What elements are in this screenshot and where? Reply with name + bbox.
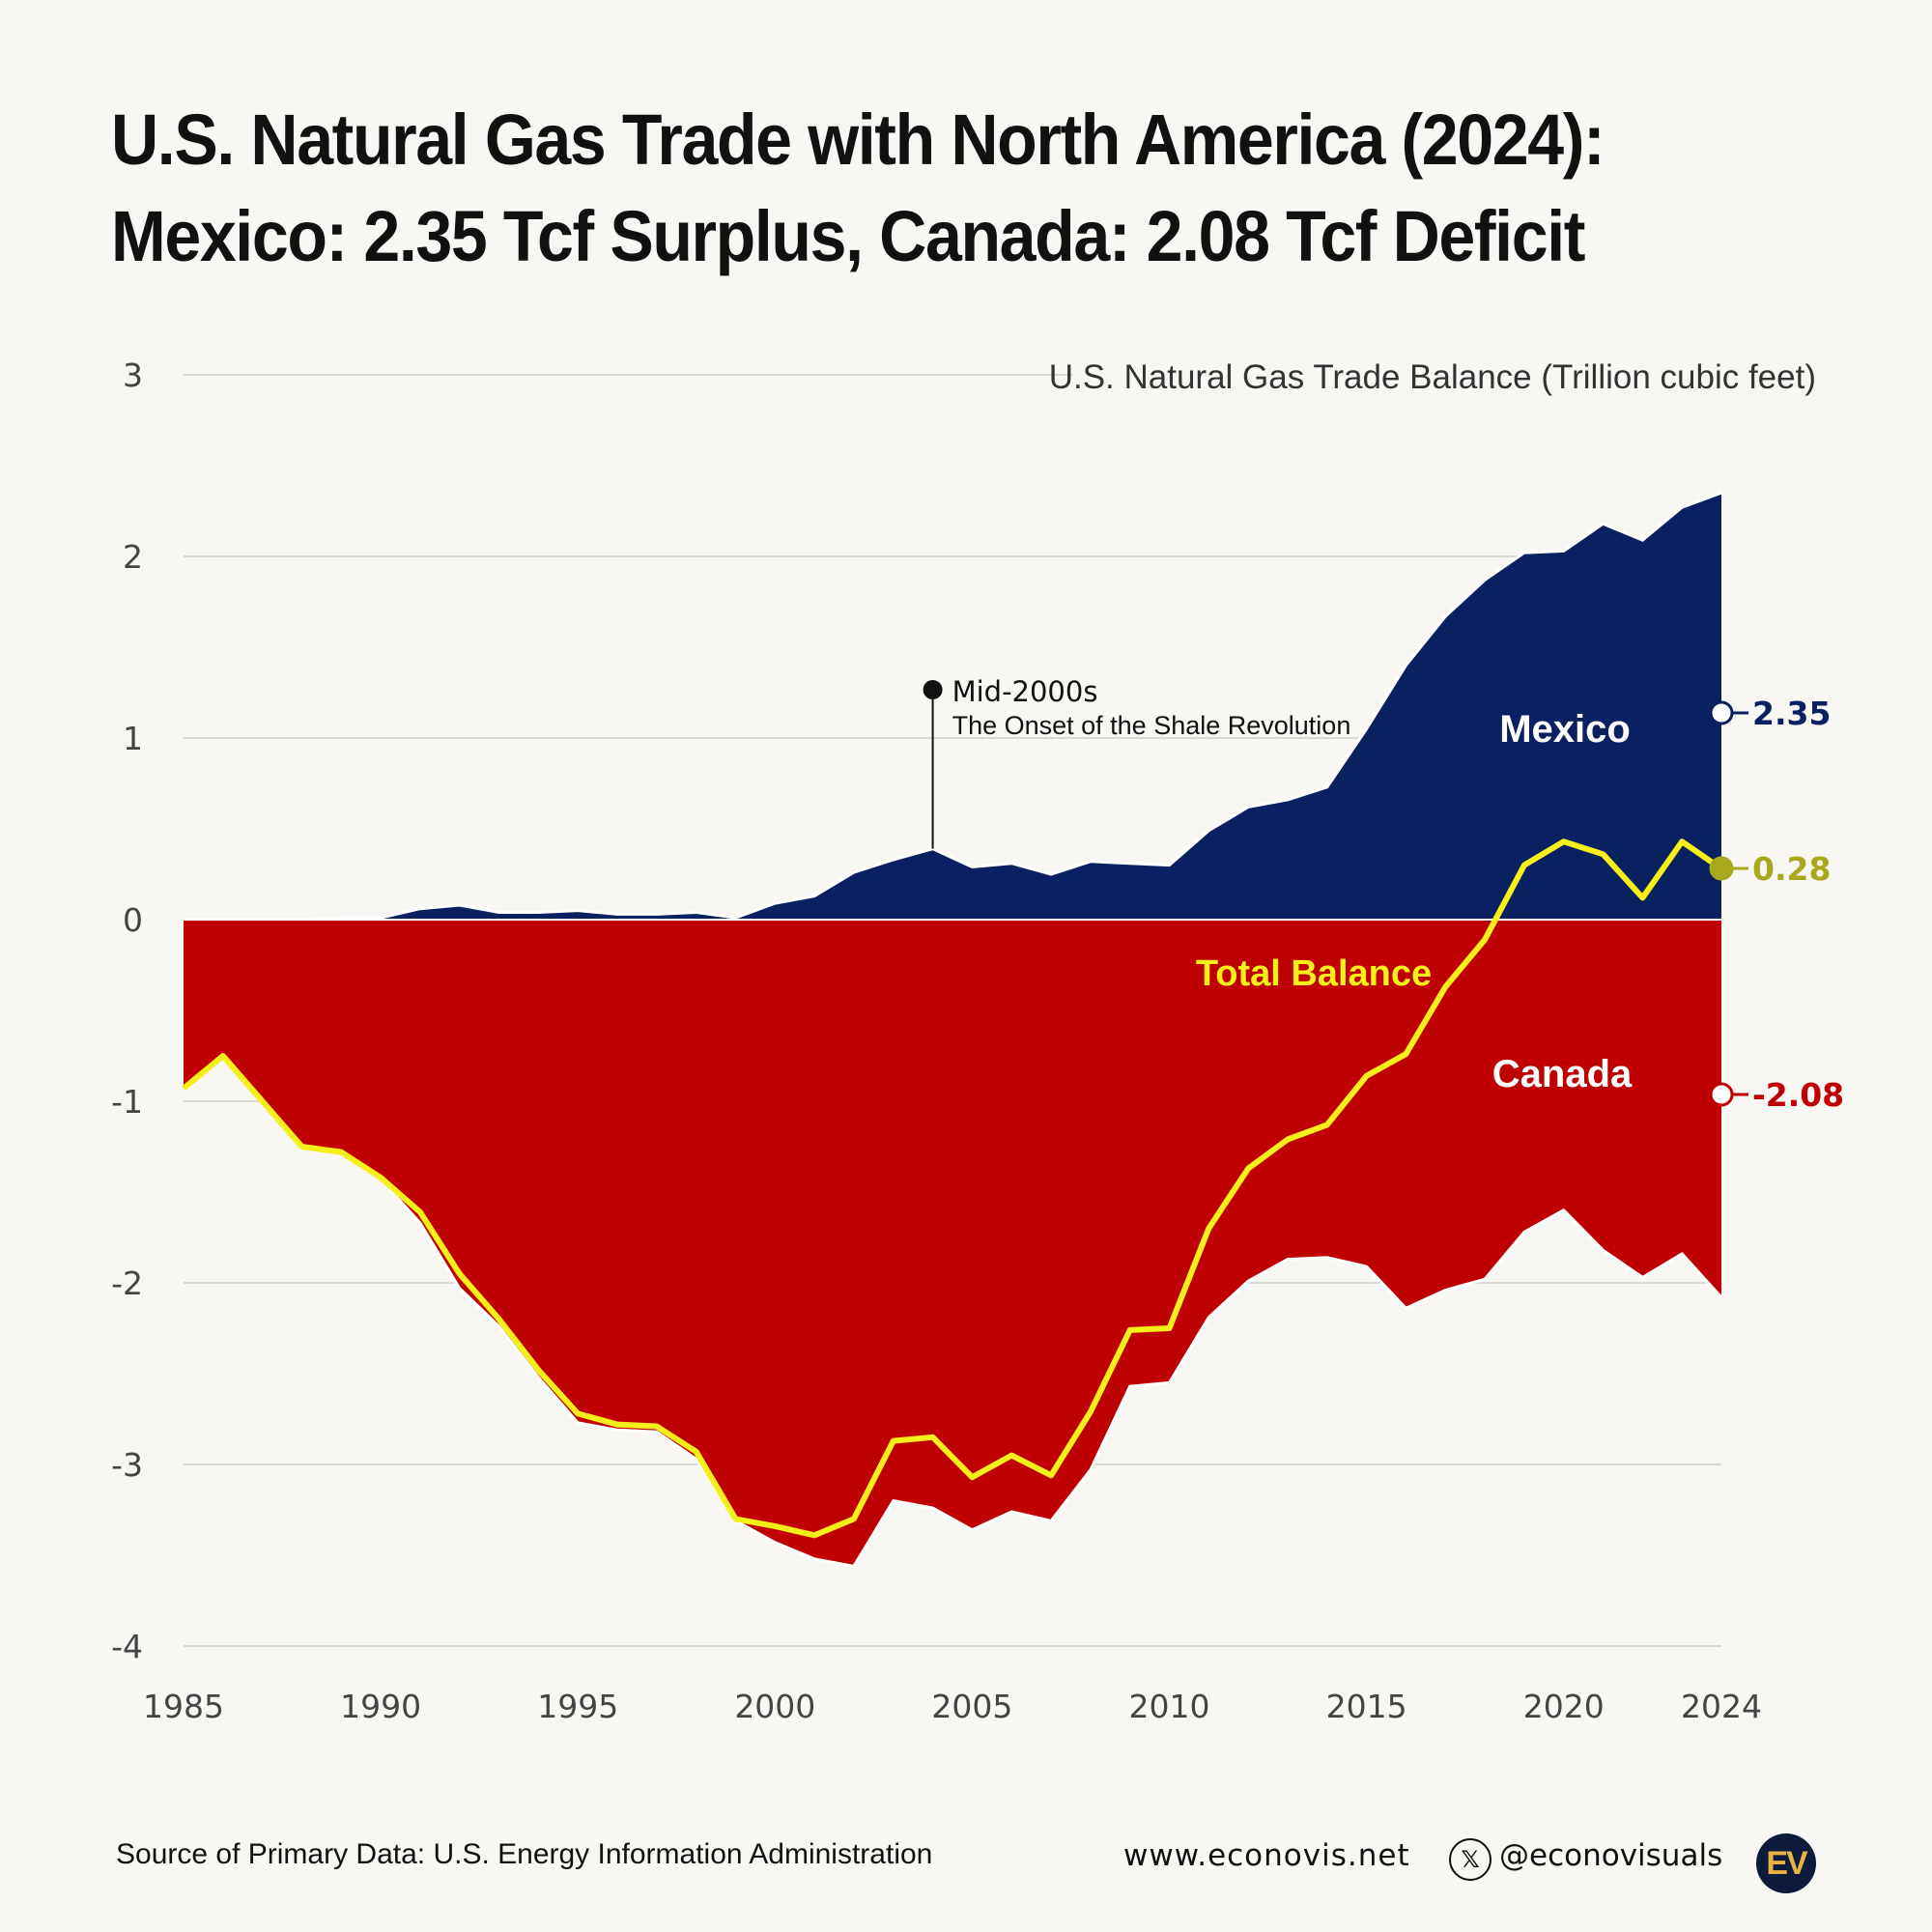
social-handle[interactable]: @econovisuals — [1499, 1838, 1723, 1873]
x-tick-label: 2024 — [1681, 1688, 1762, 1725]
mexico-area-edge — [184, 491, 1722, 922]
y-tick-label: -1 — [111, 1083, 143, 1121]
x-tick-label: 2005 — [931, 1688, 1012, 1725]
chart-title-line-2: Mexico: 2.35 Tcf Surplus, Canada: 2.08 T… — [111, 196, 1585, 276]
annotation-title: Mid-2000s — [952, 675, 1098, 708]
canada-end-value: -2.08 — [1752, 1076, 1844, 1114]
x-tick-label: 2015 — [1326, 1688, 1407, 1725]
x-tick-label: 1985 — [143, 1688, 224, 1725]
x-tick-label: 2010 — [1129, 1688, 1210, 1725]
annotation-subtitle: The Onset of the Shale Revolution — [952, 711, 1351, 740]
website-link[interactable]: www.econovis.net — [1123, 1838, 1410, 1873]
total-balance-line — [182, 838, 1723, 1539]
mexico-end-marker — [1709, 700, 1734, 725]
y-tick-label: 0 — [123, 901, 143, 939]
x-tick-label: 1990 — [340, 1688, 421, 1725]
chart-title-line-1: U.S. Natural Gas Trade with North Americ… — [111, 99, 1605, 180]
x-tick-label: 1995 — [537, 1688, 618, 1725]
mexico-end-value: 2.35 — [1752, 695, 1831, 732]
y-tick-label: 2 — [123, 538, 143, 576]
canada-area-edge — [183, 1053, 1723, 1568]
canada-area — [184, 920, 1721, 1567]
canada-label: Canada — [1492, 1053, 1633, 1095]
total-end-marker — [1709, 856, 1734, 881]
mexico-area — [184, 493, 1721, 920]
source-note: Source of Primary Data: U.S. Energy Info… — [116, 1838, 933, 1870]
total-balance-label: Total Balance — [1196, 953, 1432, 994]
y-tick-label: 3 — [123, 356, 143, 394]
chart-units-title: U.S. Natural Gas Trade Balance (Trillion… — [1049, 358, 1816, 396]
y-tick-label: -2 — [111, 1264, 143, 1302]
chart-title: U.S. Natural Gas Trade with North Americ… — [111, 92, 1711, 285]
mexico-label: Mexico — [1499, 708, 1631, 751]
total-end-value: 0.28 — [1752, 850, 1831, 888]
x-tick-label: 2020 — [1523, 1688, 1605, 1725]
y-tick-label: -3 — [111, 1446, 143, 1484]
y-tick-label: 1 — [123, 720, 143, 757]
x-tick-label: 2000 — [734, 1688, 815, 1725]
x-logo-icon[interactable]: 𝕏 — [1449, 1838, 1492, 1881]
y-tick-label: -4 — [111, 1628, 143, 1665]
econovis-logo: EV — [1756, 1833, 1816, 1893]
annotation-dot — [923, 680, 943, 699]
canada-end-marker — [1709, 1082, 1734, 1107]
